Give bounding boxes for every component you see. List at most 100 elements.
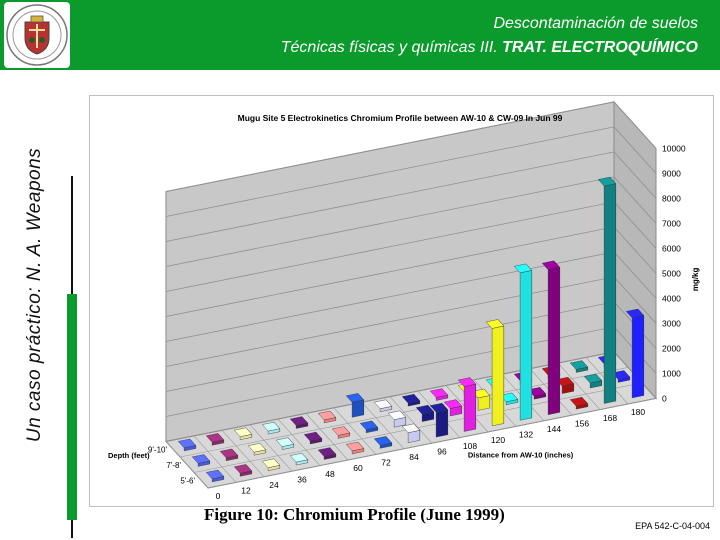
bar-top: [415, 404, 435, 415]
bar-front: [631, 315, 644, 399]
x-tick-label: 24: [269, 480, 279, 490]
bar-top: [205, 469, 225, 480]
bar-depth2-x6: [345, 392, 365, 418]
bar-top: [359, 420, 379, 431]
x-tick-label: 156: [575, 418, 589, 428]
bar-depth0-x15: [625, 308, 645, 399]
floor-gridline: [557, 362, 601, 410]
x-tick-label: 72: [381, 458, 391, 468]
floor-gridline: [305, 413, 349, 461]
depth-axis-label: Depth (feet): [108, 451, 150, 460]
bar-depth1-x13: [555, 376, 575, 394]
bar-top: [457, 377, 477, 387]
bar-front: [547, 267, 560, 415]
bar-depth0-x2: [261, 458, 281, 471]
floor-gridline: [193, 382, 643, 473]
bar-top: [289, 416, 309, 426]
bar-depth0-x9: [457, 377, 477, 432]
y-axis-label: mg/kg: [691, 268, 700, 292]
x-tick-label: 132: [519, 430, 533, 440]
bar-depth0-x4: [317, 447, 337, 460]
bar-depth0-x3: [289, 452, 309, 466]
gridline: [165, 151, 657, 242]
bar-top: [233, 427, 253, 437]
bar-depth1-x2: [247, 442, 267, 456]
floor-gridline: [221, 430, 265, 478]
y-tick-label: 0: [662, 393, 667, 403]
bar-depth2-x3: [261, 421, 281, 435]
bar-depth1-x14: [583, 373, 603, 389]
bar-top: [387, 410, 407, 420]
bar-depth1-x9: [443, 399, 463, 417]
bar-depth0-x5: [345, 441, 365, 455]
x-tick-label: 12: [241, 486, 251, 496]
floor-gridline: [193, 435, 237, 483]
x-tick-label: 144: [547, 424, 561, 434]
chromium-profile-chart: 0 1000 2000 3000 4000 5000 6000 7000 8000 9000 100…: [108, 100, 700, 501]
bar-depth0-x7: [401, 423, 421, 443]
y-tick-label: 9000: [662, 168, 681, 178]
bar-top: [429, 402, 449, 413]
x-tick-label: 96: [437, 446, 447, 456]
bar-top: [443, 399, 463, 409]
bar-top: [513, 263, 533, 274]
floor-gridline: [389, 396, 433, 444]
x-tick-label: 120: [491, 435, 505, 445]
floor-gridline: [361, 402, 405, 450]
bar-top: [191, 454, 211, 464]
floor-gridline: [207, 398, 657, 489]
crest-icon: [6, 4, 68, 66]
gridline: [165, 101, 657, 192]
bar-depth1-x1: [219, 448, 239, 462]
bar-front: [435, 409, 448, 438]
vertical-caption: Un caso práctico: N. A. Weapons: [20, 70, 50, 520]
y-tick-label: 4000: [662, 293, 681, 303]
chart-bars: [177, 176, 645, 483]
bar-depth1-x15: [611, 369, 631, 383]
bar-top: [331, 426, 351, 436]
bar-top: [569, 396, 589, 407]
x-tick-label: 180: [631, 407, 645, 417]
x-tick-label: 84: [409, 452, 419, 462]
decorative-bar: [67, 294, 77, 520]
bar-top: [597, 176, 617, 187]
bar-depth1-x6: [359, 420, 379, 434]
bar-top: [261, 458, 281, 468]
y-tick-label: 8000: [662, 193, 681, 203]
chart-title: Mugu Site 5 Electrokinetics Chromium Pro…: [238, 113, 563, 123]
x-tick-label: 168: [603, 413, 617, 423]
x-tick-label: 36: [297, 474, 307, 484]
bar-top: [317, 447, 337, 457]
depth-label: 7'-8': [166, 461, 181, 470]
bar-top: [205, 433, 225, 443]
y-tick-label: 7000: [662, 218, 681, 228]
bar-depth0-x11: [513, 263, 533, 421]
bar-depth2-x8: [401, 393, 421, 407]
vertical-caption-text: Un caso práctico: N. A. Weapons: [24, 147, 45, 443]
bar-top: [541, 260, 561, 270]
bar-top: [625, 308, 645, 319]
bar-depth1-x3: [275, 437, 295, 450]
bar-top: [247, 443, 267, 453]
bar-front: [463, 383, 476, 432]
y-tick-label: 1000: [662, 368, 681, 378]
figure-caption: Figure 10: Chromium Profile (June 1999): [204, 505, 505, 524]
bar-top: [373, 436, 393, 446]
bar-depth2-x14: [569, 360, 589, 373]
bar-top: [303, 431, 323, 442]
bar-front: [491, 325, 504, 427]
bar-top: [401, 423, 421, 433]
header-bar: Descontaminación de suelos Técnicas físi…: [0, 0, 720, 70]
bar-depth1-x7: [387, 410, 407, 428]
floor-gridline: [333, 407, 377, 455]
floor-gridline: [165, 441, 209, 489]
bar-depth1-x8: [415, 404, 435, 422]
reference-code: EPA 542-C-04-004: [635, 521, 710, 531]
gridline: [165, 126, 657, 217]
bar-depth2-x0: [177, 438, 197, 452]
bar-depth1-x10: [471, 388, 491, 411]
bar-top: [317, 410, 337, 421]
bar-depth1-x12: [527, 386, 547, 400]
bar-top: [233, 464, 253, 474]
bar-top: [345, 441, 365, 452]
